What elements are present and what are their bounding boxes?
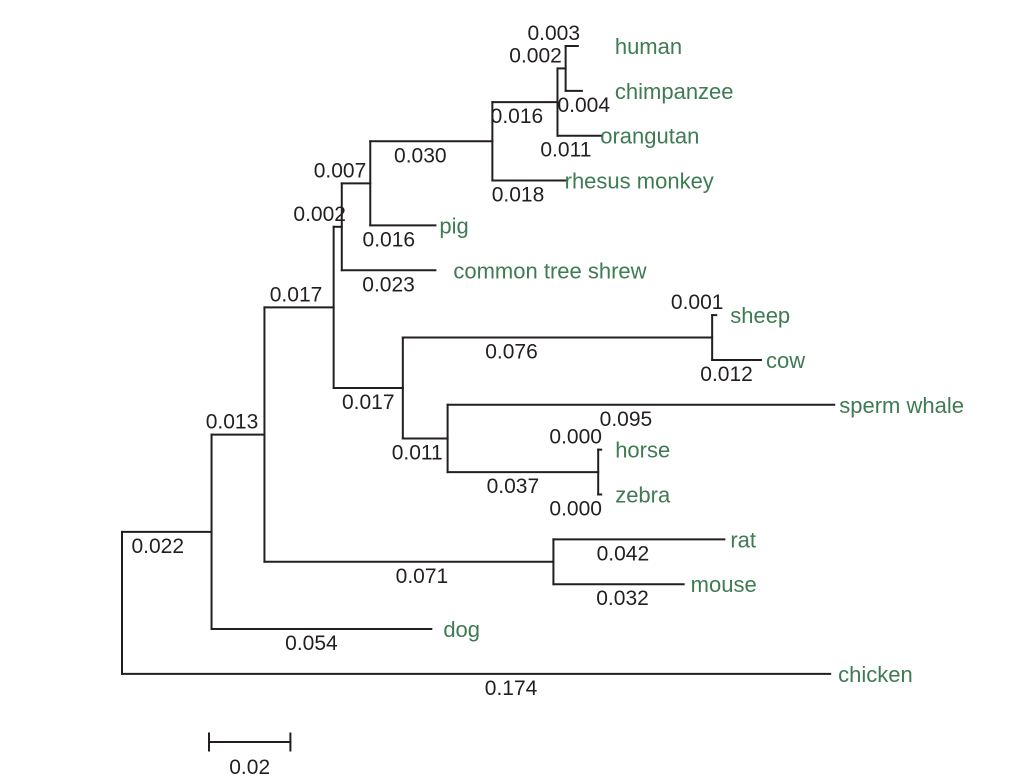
branch-length-label: 0.032	[596, 587, 649, 610]
species-label: human	[615, 34, 682, 59]
branch-length-label: 0.002	[293, 203, 346, 226]
species-label: pig	[439, 213, 468, 238]
branch-length-label: 0.004	[557, 94, 610, 117]
species-label: common tree shrew	[453, 258, 646, 283]
species-label: rhesus monkey	[565, 169, 714, 194]
species-label: rat	[730, 527, 756, 552]
branch-length-label: 0.174	[485, 677, 538, 700]
branch-length-label: 0.017	[342, 391, 395, 414]
species-label: zebra	[615, 483, 671, 508]
branch-length-label: 0.007	[314, 159, 367, 182]
branch-length-label: 0.023	[362, 273, 415, 296]
branch-length-label: 0.011	[540, 139, 591, 162]
branch-length-label: 0.037	[487, 475, 540, 498]
branch-length-label: 0.018	[492, 184, 545, 207]
species-label: dog	[443, 617, 480, 642]
branch-length-label: 0.042	[597, 542, 650, 565]
species-label: sperm whale	[839, 393, 964, 418]
species-label: orangutan	[600, 124, 699, 149]
branch-length-label: 0.003	[527, 22, 580, 45]
branch-length-label: 0.013	[206, 411, 259, 434]
branch-length-label: 0.016	[363, 228, 416, 251]
branch-length-label: 0.001	[671, 291, 724, 314]
branch-length-label: 0.000	[549, 498, 602, 521]
branch-length-label: 0.011	[392, 441, 443, 464]
branch-length-label: 0.016	[491, 105, 544, 128]
branch-length-label: 0.076	[485, 341, 538, 364]
branch-length-label: 0.095	[600, 408, 653, 431]
branch-length-label: 0.071	[396, 565, 449, 588]
branch-length-label: 0.017	[270, 283, 323, 306]
scale-bar-label: 0.02	[229, 756, 270, 779]
branch-length-label: 0.012	[700, 363, 753, 386]
species-label: chimpanzee	[615, 79, 734, 104]
branch-length-label: 0.030	[394, 144, 447, 167]
species-label: chicken	[838, 662, 913, 687]
branch-length-label: 0.002	[509, 44, 562, 67]
species-label: sheep	[730, 303, 790, 328]
branch-length-label: 0.000	[549, 426, 602, 449]
branch-length-label: 0.022	[131, 535, 184, 558]
species-label: mouse	[691, 572, 757, 597]
species-label: horse	[615, 438, 670, 463]
branch-length-label: 0.054	[285, 632, 338, 655]
species-label: cow	[766, 348, 805, 373]
